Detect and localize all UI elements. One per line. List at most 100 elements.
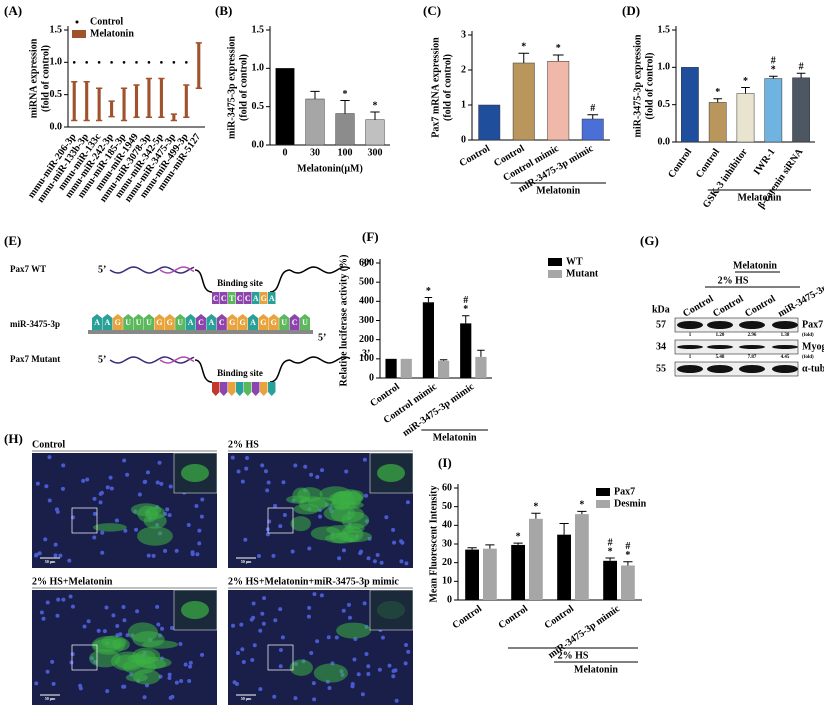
nucleotide-letter: C <box>221 294 227 303</box>
stain <box>143 513 167 529</box>
nucleus <box>186 522 191 527</box>
range-box <box>147 78 151 118</box>
nucleus <box>240 479 245 484</box>
annotation: * <box>715 87 720 98</box>
nucleus <box>273 503 278 508</box>
y-tick-label: 1.5 <box>252 24 265 35</box>
nucleotide <box>133 314 144 330</box>
x-tick-label: Control <box>543 603 577 631</box>
bar <box>335 113 355 146</box>
y-axis-label: Pax7 mRNA expression <box>430 37 441 138</box>
nucleus <box>232 680 237 685</box>
nucleus <box>293 463 298 468</box>
y-tick-label: 100 <box>359 353 374 364</box>
error-bar <box>531 512 541 519</box>
nucleus <box>114 518 119 523</box>
fold-unit: (fold) <box>802 355 814 360</box>
x-tick-label: Control <box>694 147 722 181</box>
nucleus <box>306 614 311 619</box>
nucleus <box>362 457 367 462</box>
y-axis-label: miR-3475-3p expression <box>632 34 643 137</box>
protein: Pax7 <box>802 319 823 330</box>
nucleus <box>377 667 382 672</box>
bar <box>603 560 617 600</box>
prime: 3’ <box>362 348 370 359</box>
error-bar <box>559 522 569 535</box>
fold-value: 4.45 <box>781 355 790 360</box>
y-tick-label: 1.0 <box>252 63 265 74</box>
nucleus <box>86 619 91 624</box>
nucleus <box>92 496 97 501</box>
nucleus <box>235 651 240 656</box>
nucleus <box>326 635 331 640</box>
band <box>707 345 733 349</box>
nucleus <box>260 463 265 468</box>
y-axis-label: (fold of control) <box>238 54 249 121</box>
nucleus <box>100 530 105 535</box>
x-tick-label: 100 <box>338 147 353 158</box>
nucleotide <box>236 382 244 396</box>
nucleotide <box>112 314 123 330</box>
x-tick-label: Control <box>497 603 531 631</box>
error-bar <box>370 111 380 120</box>
nucleus <box>199 514 204 519</box>
site-label: Binding site <box>217 278 263 288</box>
nucleus <box>347 615 352 620</box>
stain <box>377 601 405 619</box>
prime: 5’ <box>98 264 106 275</box>
nucleus <box>96 628 101 633</box>
nucleotide <box>196 314 206 330</box>
nucleotide <box>92 314 102 330</box>
nucleus <box>179 679 184 684</box>
annotation: * <box>463 304 468 315</box>
bar <box>460 323 472 378</box>
nucleus <box>244 466 249 471</box>
nucleotide-letter: U <box>302 318 308 327</box>
fold-value: 1 <box>689 355 692 360</box>
scale-bar: 50 μm <box>45 559 56 564</box>
marker-size: 34 <box>656 341 666 352</box>
y-tick-label: 200 <box>359 334 374 345</box>
nucleotide <box>227 314 238 330</box>
dot <box>160 61 163 64</box>
range-box <box>85 81 89 121</box>
nucleus <box>82 624 87 629</box>
nucleus <box>47 455 52 460</box>
nucleus <box>142 695 147 700</box>
panel-label: (G) <box>640 233 659 248</box>
nucleus <box>399 559 404 564</box>
y-tick-label: 1.5 <box>50 24 63 35</box>
fold-unit: (fold) <box>802 333 814 338</box>
nucleotide-letter: G <box>229 318 235 327</box>
nucleus <box>290 549 295 554</box>
error-bar <box>133 84 140 119</box>
stain <box>289 659 313 676</box>
nucleotide-letter: U <box>281 318 287 327</box>
nucleus <box>155 604 160 609</box>
error-bar <box>108 100 115 118</box>
nucleus <box>41 616 46 621</box>
x-tick-label: 300 <box>368 147 383 158</box>
nucleus <box>137 492 142 497</box>
prime: 5’ <box>318 332 326 343</box>
y-tick-label: 60 <box>442 482 452 493</box>
nucleotide-letter: A <box>209 318 215 327</box>
panel-label: (H) <box>4 431 23 446</box>
stain <box>336 622 372 639</box>
nucleus <box>250 657 255 662</box>
y-tick-label: 20 <box>442 557 452 568</box>
y-tick-label: 40 <box>442 520 452 531</box>
mrna-strand <box>159 266 195 274</box>
error-bar <box>439 359 448 361</box>
band <box>677 345 703 349</box>
nucleus <box>174 680 179 685</box>
bar <box>792 77 810 143</box>
nucleus <box>375 552 380 557</box>
nucleus <box>167 672 172 677</box>
stain <box>110 651 145 671</box>
nucleus <box>200 497 205 502</box>
nucleotide-letter: G <box>239 318 245 327</box>
error-bar <box>462 315 470 324</box>
annotation: * <box>608 546 613 557</box>
